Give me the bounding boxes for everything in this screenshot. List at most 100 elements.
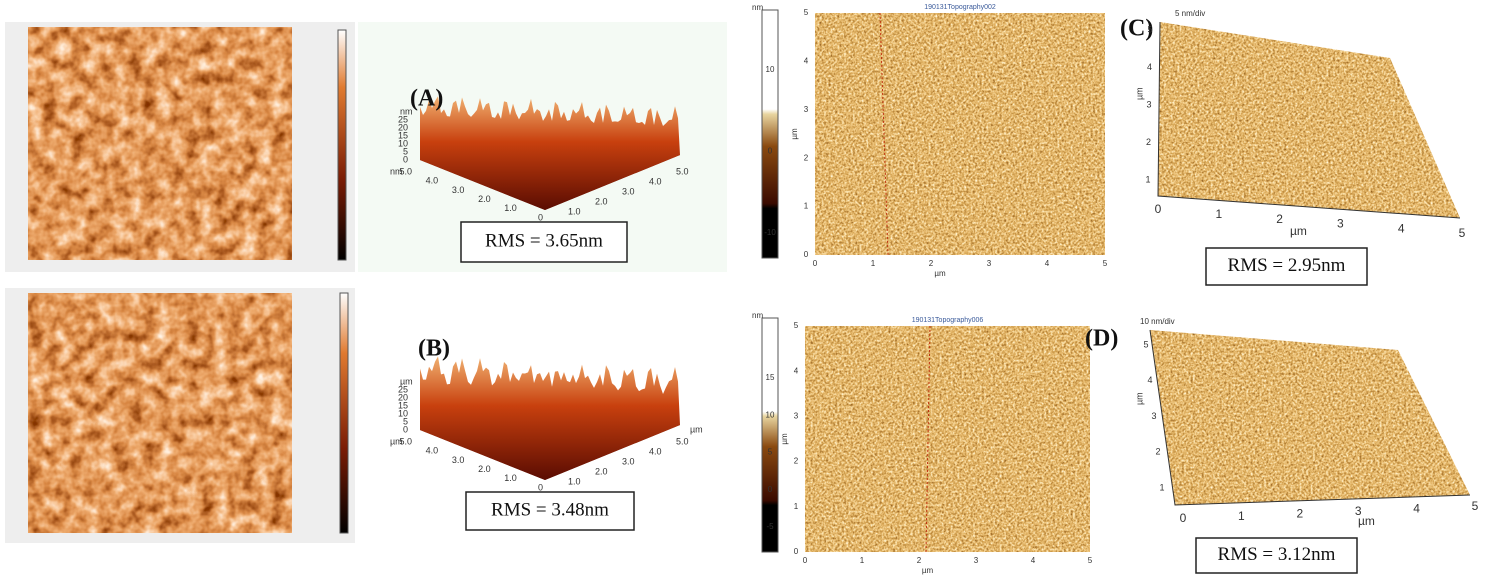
x-unit: µm [1290, 224, 1307, 238]
depth-tick-label: 0 [538, 482, 543, 492]
y-tick-label: 0 [804, 250, 809, 259]
rms-value: RMS = 3.65nm [485, 230, 603, 251]
depth-tick-label: 5.0 [399, 436, 412, 446]
depth-tick-label: 4.0 [426, 446, 439, 456]
rms-value: RMS = 2.95nm [1228, 255, 1346, 276]
y-tick-label: 1 [794, 502, 799, 511]
z-tick-label: 5 [403, 146, 408, 156]
surface-3d [420, 356, 680, 480]
y-tick-label: 5 [1147, 24, 1152, 34]
z-tick-label: 5 [403, 416, 408, 426]
y-tick-label: 2 [1146, 137, 1151, 147]
depth-tick-label: 2.0 [478, 464, 491, 474]
y-tick-label: 2 [804, 153, 809, 162]
y-unit: µm [790, 128, 799, 140]
y-unit: µm [1134, 87, 1144, 100]
rms-box [465, 491, 635, 531]
colorbar [339, 292, 349, 534]
x-tick-label: 3 [987, 259, 992, 268]
afm-image [28, 27, 292, 260]
x-tick-label: 4 [1045, 259, 1050, 268]
z-tick-label: 0 [403, 424, 408, 434]
z-scale: 5 nm/div [1175, 9, 1205, 18]
image-title: 190131Topography006 [912, 317, 984, 324]
y-tick-label: 1 [804, 202, 809, 211]
x-unit: µm [922, 566, 934, 575]
x-tick-label: 1 [860, 556, 865, 565]
x-tick-label: 2 [929, 259, 934, 268]
width-tick-label: 1.0 [568, 206, 581, 216]
x-tick-label: 1 [871, 259, 876, 268]
depth-tick-label: 4.0 [426, 176, 439, 186]
width-unit: µm [690, 424, 703, 434]
x-tick-label: 4 [1031, 556, 1036, 565]
width-tick-label: 5.0 [676, 166, 689, 176]
depth-tick-label: 3.0 [452, 185, 465, 195]
y-tick-label: 5 [794, 321, 799, 330]
y-tick-label: 1 [1145, 174, 1150, 184]
x-tick-label: 1 [1215, 207, 1222, 221]
y-tick-label: 3 [1151, 411, 1156, 421]
x-tick-label: 1 [1238, 509, 1245, 523]
width-tick-label: 4.0 [649, 446, 662, 456]
y-tick-label: 4 [794, 366, 799, 375]
depth-unit: µm [390, 436, 403, 446]
depth-tick-label: 2.0 [478, 194, 491, 204]
colorbar-tick-label: 5 [768, 448, 773, 457]
y-unit: µm [780, 433, 789, 445]
scan-line [925, 325, 931, 553]
panel-label: (A) [410, 86, 443, 112]
image-title: 190131Topography002 [924, 4, 996, 11]
y-tick-label: 2 [1155, 447, 1160, 457]
y-tick-label: 1 [1159, 482, 1164, 492]
afm-3d-surface [1150, 330, 1470, 505]
x-tick-label: 3 [1337, 217, 1344, 231]
depth-unit: nm [390, 166, 403, 176]
colorbar-tick-label: -10 [764, 228, 776, 237]
y-tick-label: 3 [804, 105, 809, 114]
rms-box [1205, 247, 1368, 286]
colorbar-unit: nm [752, 3, 763, 12]
y-tick-label: 4 [1147, 375, 1152, 385]
x-unit: µm [934, 269, 946, 278]
panel-label: (B) [418, 336, 450, 362]
depth-tick-label: 1.0 [504, 203, 517, 213]
width-tick-label: 5.0 [676, 436, 689, 446]
colorbar-tick-label: 15 [766, 373, 775, 382]
x-tick-label: 5 [1103, 259, 1108, 268]
panel-label: (C) [1120, 16, 1153, 42]
x-tick-label: 3 [1355, 504, 1362, 518]
x-tick-label: 0 [803, 556, 808, 565]
rms-value: RMS = 3.48nm [491, 499, 609, 520]
x-tick-label: 4 [1413, 502, 1420, 516]
x-tick-label: 0 [813, 259, 818, 268]
y-tick-label: 0 [794, 547, 799, 556]
afm-image [805, 326, 1090, 552]
x-tick-label: 5 [1088, 556, 1093, 565]
z-tick-label: 15 [398, 130, 408, 140]
z-unit: µm [400, 376, 413, 386]
colorbar [761, 9, 779, 259]
y-unit: µm [1134, 392, 1144, 405]
z-tick-label: 0 [403, 154, 408, 164]
z-tick-label: 10 [398, 138, 408, 148]
surface-3d [420, 96, 680, 210]
rms-value: RMS = 3.12nm [1218, 544, 1336, 565]
x-tick-label: 3 [974, 556, 979, 565]
y-tick-label: 4 [1147, 62, 1152, 72]
width-tick-label: 4.0 [649, 176, 662, 186]
rms-box [460, 221, 628, 263]
x-unit: µm [1358, 514, 1375, 528]
colorbar-tick-label: 0 [768, 147, 773, 156]
y-tick-label: 2 [794, 457, 799, 466]
x-tick-label: 0 [1180, 511, 1187, 525]
width-tick-label: 3.0 [622, 186, 635, 196]
x-tick-label: 4 [1398, 221, 1405, 235]
y-tick-label: 5 [804, 8, 809, 17]
x-tick-label: 5 [1459, 226, 1466, 240]
width-tick-label: 2.0 [595, 466, 608, 476]
afm-image [28, 293, 292, 533]
depth-tick-label: 0 [538, 212, 543, 222]
z-tick-label: 10 [398, 408, 408, 418]
